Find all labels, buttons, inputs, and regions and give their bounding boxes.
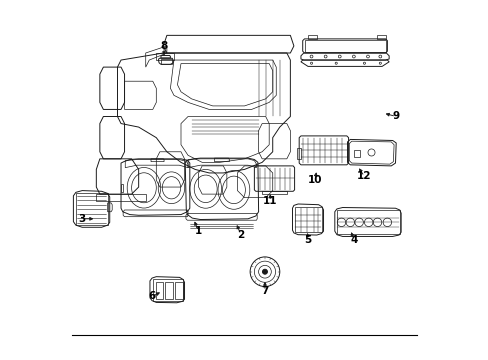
Text: 12: 12	[356, 171, 371, 181]
Bar	[165, 282, 173, 299]
Bar	[175, 282, 183, 299]
Text: 11: 11	[263, 196, 277, 206]
Text: 6: 6	[148, 292, 155, 301]
Text: 7: 7	[261, 286, 268, 296]
Text: 1: 1	[195, 226, 202, 236]
Bar	[76, 193, 107, 225]
Text: 2: 2	[237, 230, 244, 240]
Bar	[376, 35, 385, 39]
Bar	[262, 190, 286, 194]
Text: 8: 8	[160, 41, 167, 51]
Text: 3: 3	[79, 214, 86, 224]
Text: 5: 5	[304, 235, 311, 245]
Text: 9: 9	[392, 112, 399, 121]
Bar	[336, 210, 399, 234]
Text: 10: 10	[307, 175, 322, 185]
Bar	[152, 279, 183, 301]
Bar	[353, 150, 360, 157]
Bar	[160, 59, 171, 64]
Bar	[294, 207, 322, 232]
Bar	[155, 282, 163, 299]
Bar	[297, 148, 300, 159]
Text: 4: 4	[349, 235, 357, 245]
Bar	[307, 35, 316, 39]
Circle shape	[262, 269, 267, 274]
Bar	[305, 40, 386, 52]
